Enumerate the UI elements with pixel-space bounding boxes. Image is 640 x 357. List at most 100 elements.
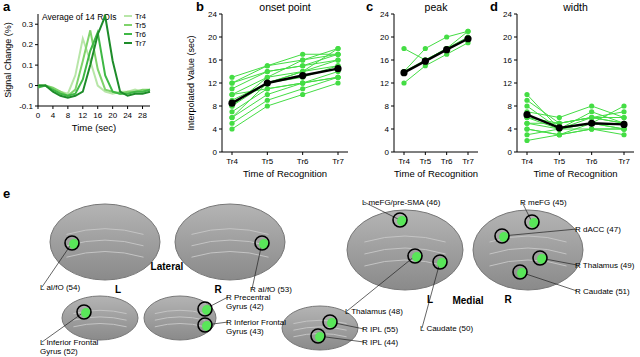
marker: [589, 115, 594, 120]
y-tick: [514, 106, 517, 107]
sulcus: [192, 252, 269, 258]
series-line: [527, 129, 624, 141]
y-tick-label: 20: [380, 33, 389, 42]
marker: [300, 52, 305, 57]
marker: [300, 86, 305, 91]
y-tick-label: 16: [380, 56, 389, 65]
leader-line: [422, 262, 440, 328]
marker: [265, 63, 270, 68]
x-tick: [127, 106, 128, 109]
region-label-line: R Precentral: [226, 293, 271, 302]
x-tick: [404, 152, 405, 155]
x-tick-label: 20: [108, 111, 117, 120]
region-label-line: L Inferior Frontal: [40, 338, 99, 347]
marker: [229, 80, 234, 85]
x-tick-label: 12: [78, 111, 87, 120]
marker: [524, 132, 529, 137]
region-label: R Inferior FrontalGyrus (43): [226, 318, 286, 336]
marker: [300, 63, 305, 68]
marker: [228, 100, 235, 107]
legend-swatch: [124, 24, 132, 26]
chart-title: onset point: [259, 1, 310, 13]
sulcus: [67, 229, 144, 235]
marker: [300, 80, 305, 85]
panel-label: c: [366, 0, 373, 14]
series-line: [232, 83, 338, 129]
leader-line: [502, 229, 577, 236]
roi-circle: [198, 302, 212, 316]
marker: [229, 75, 234, 80]
marker: [589, 126, 594, 131]
marker: [401, 46, 406, 51]
x-tick-label: 8: [66, 111, 71, 120]
marker: [556, 124, 563, 131]
chart-title: peak: [425, 1, 449, 13]
series-line: [527, 106, 624, 129]
marker: [589, 103, 594, 108]
y-tick-label: 8: [213, 102, 218, 111]
roi-circle: [495, 229, 509, 243]
y-tick: [219, 129, 222, 130]
x-tick: [142, 106, 143, 109]
legend-label: Tr4: [135, 12, 146, 21]
marker: [620, 121, 627, 128]
marker: [589, 115, 594, 120]
leader-line: [347, 256, 415, 311]
y-tick-label: 8: [385, 102, 390, 111]
y-tick: [514, 83, 517, 84]
y-tick-label: 12: [380, 79, 389, 88]
sulcus: [67, 252, 144, 258]
y-tick: [219, 37, 222, 38]
region-label-line: Gyrus (43): [226, 327, 264, 336]
series-line: [527, 106, 624, 129]
legend-label: Tr6: [135, 30, 146, 39]
marker: [229, 121, 234, 126]
series-line: [527, 112, 624, 135]
marker: [524, 138, 529, 143]
panel-a: a-0.100.10.20.30481216202428Time (sec)Si…: [3, 0, 150, 133]
brain: [175, 204, 285, 280]
marker: [335, 52, 340, 57]
y-tick-label: 12: [208, 79, 217, 88]
marker: [265, 80, 270, 85]
panel-label: a: [3, 0, 11, 14]
marker: [335, 57, 340, 62]
brain: [473, 210, 583, 290]
marker: [422, 58, 429, 65]
marker: [443, 46, 450, 53]
x-tick: [67, 106, 68, 109]
sulcus: [155, 317, 205, 320]
series-group: [228, 46, 341, 132]
y-tick-label: 0: [29, 81, 34, 90]
x-tick-label: Tr6: [441, 157, 453, 166]
marker: [265, 75, 270, 80]
region-label: R Caudate (51): [575, 287, 630, 296]
marker: [335, 75, 340, 80]
y-tick: [219, 152, 222, 153]
x-tick: [38, 106, 39, 109]
marker: [335, 46, 340, 51]
y-tick-label: 0.2: [22, 40, 34, 49]
roi-circle: [433, 255, 447, 269]
marker: [229, 92, 234, 97]
series-line: [38, 16, 150, 98]
marker: [621, 115, 626, 120]
region-label: L meFG/pre-SMA (46): [362, 198, 441, 207]
region-label: L Inferior FrontalGyrus (52): [40, 338, 99, 356]
x-tick-label: Tr5: [419, 157, 431, 166]
y-tick: [391, 60, 394, 61]
hemisphere-label: R: [214, 284, 222, 295]
marker: [524, 98, 529, 103]
y-tick-label: 24: [380, 10, 389, 19]
marker: [265, 98, 270, 103]
roi-circle: [513, 265, 527, 279]
marker: [265, 86, 270, 91]
region-label-line: Gyrus (52): [40, 347, 78, 356]
y-tick: [391, 14, 394, 15]
x-tick-label: 0: [36, 111, 41, 120]
y-tick-label: 0: [213, 148, 218, 157]
series-line: [527, 95, 624, 130]
x-axis-label: Time of Recognition: [533, 168, 617, 179]
y-tick: [514, 37, 517, 38]
marker: [589, 126, 594, 131]
